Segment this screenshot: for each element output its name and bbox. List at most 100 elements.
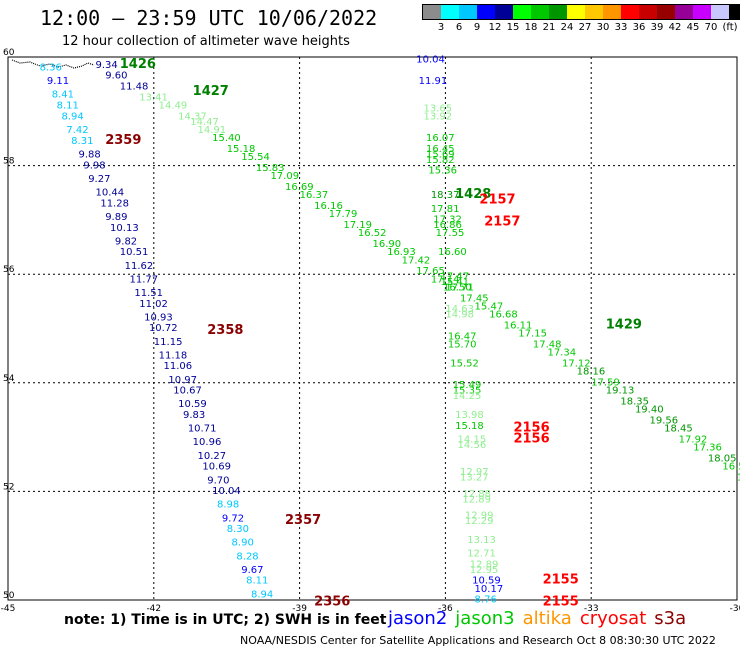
swh-value-label: 19.56 <box>650 416 679 427</box>
lat-tick-label: 52 <box>3 482 14 492</box>
swh-value-label: 9.34 <box>95 60 117 71</box>
lat-tick-label: 60 <box>3 48 15 58</box>
swh-value-label: 9.88 <box>78 149 100 160</box>
swh-value-label: 9.82 <box>115 236 137 247</box>
swh-value-label: 19.13 <box>606 386 635 397</box>
pass-time-label: 2155 <box>543 594 579 609</box>
map-subtitle: 12 hour collection of altimeter wave hei… <box>62 34 350 49</box>
satellite-legend: jason2 jason3 altika cryosat s3a <box>388 608 694 629</box>
swh-value-label: 14.91 <box>198 125 227 136</box>
lat-tick-label: 58 <box>3 157 15 167</box>
swh-value-label: 8.76 <box>475 595 497 606</box>
map-title: 12:00 – 23:59 UTC 10/06/2022 <box>40 6 378 30</box>
lon-tick-label: -39 <box>292 604 307 614</box>
swh-value-label: 15.52 <box>450 359 479 370</box>
satellite-label-jason3: jason3 <box>455 608 515 629</box>
swh-value-label: 14.56 <box>458 440 487 451</box>
swh-value-label: 17.36 <box>693 443 722 454</box>
swh-value-label: 10.51 <box>120 247 149 258</box>
swh-value-label: 9.83 <box>183 410 205 421</box>
legend-tick-label: 24 <box>560 22 574 33</box>
swh-value-label: 14.25 <box>453 391 482 402</box>
legend-swatch <box>729 5 740 19</box>
swh-value-label: 9.70 <box>207 475 229 486</box>
swh-value-label: 12.89 <box>470 559 499 570</box>
swh-value-label: 17.92 <box>679 435 708 446</box>
swh-value-label: 17.55 <box>436 228 465 239</box>
legend-tick-label: 6 <box>455 22 463 33</box>
swh-value-label: 15.83 <box>256 163 285 174</box>
swh-value-label: 10.13 <box>110 223 139 234</box>
legend-tick-label: 18 <box>524 22 538 33</box>
swh-value-label: 10.97 <box>168 375 197 386</box>
legend-swatch <box>423 5 441 19</box>
swh-value-label: 8.98 <box>217 500 239 511</box>
legend-tick-label: 15 <box>506 22 520 33</box>
swh-value-label: 10.71 <box>188 424 217 435</box>
coastline <box>11 59 95 69</box>
swh-value-label: 12.88 <box>462 489 491 500</box>
satellite-label-s3a: s3a <box>654 608 687 629</box>
pass-time-label: 2155 <box>543 573 579 588</box>
legend-swatch <box>675 5 693 19</box>
swh-value-label: 17.47 <box>441 272 470 283</box>
swh-value-label: 8.36 <box>40 63 62 74</box>
swh-value-label: 19.40 <box>635 405 664 416</box>
swh-value-label: 13.41 <box>139 92 168 103</box>
swh-value-label: 15.69 <box>426 149 455 160</box>
swh-value-label: 9.67 <box>241 565 263 576</box>
legend-swatch <box>531 5 549 19</box>
legend-tick-label: 9 <box>473 22 481 33</box>
swh-value-label: 15.70 <box>448 340 477 351</box>
swh-value-label: 8.30 <box>227 524 249 535</box>
legend-swatch <box>567 5 585 19</box>
swh-value-label: 15.18 <box>227 144 256 155</box>
swh-value-label: 10.27 <box>198 451 227 462</box>
swh-value-label: 8.31 <box>71 136 93 147</box>
swh-value-label: 15.40 <box>212 133 241 144</box>
legend-swatch <box>459 5 477 19</box>
swh-value-label: 16.37 <box>300 190 329 201</box>
swh-value-label: 11.48 <box>120 82 149 93</box>
lon-tick-label: -33 <box>584 604 599 614</box>
pass-time-label: 2156 <box>513 432 549 447</box>
swh-value-label: 11.06 <box>164 361 193 372</box>
color-scale-bar <box>422 4 740 20</box>
swh-value-label: 12.71 <box>467 549 496 560</box>
swh-value-label: 18.16 <box>577 367 606 378</box>
legend-swatch <box>585 5 603 19</box>
legend-tick-label: 12 <box>488 22 502 33</box>
swh-value-label: 9.60 <box>105 71 127 82</box>
swh-value-label: 17.32 <box>433 215 462 226</box>
swh-value-label: 12.95 <box>470 565 499 576</box>
swh-value-label: 14.37 <box>178 111 207 122</box>
swh-value-label: 8.28 <box>236 551 258 562</box>
swh-value-label: 16.16 <box>314 201 343 212</box>
swh-value-label: 11.91 <box>419 76 448 87</box>
swh-value-label: 13.27 <box>460 473 489 484</box>
swh-value-label: 13.98 <box>455 410 484 421</box>
swh-value-label: 10.44 <box>95 187 124 198</box>
swh-value-label: 8.11 <box>246 576 268 587</box>
swh-value-label: 10.04 <box>212 486 241 497</box>
swh-value-label: 17.59 <box>591 378 620 389</box>
swh-value-label: 18.37 <box>431 190 460 201</box>
legend-swatch <box>657 5 675 19</box>
legend-swatch <box>495 5 513 19</box>
swh-value-label: 17.45 <box>460 293 489 304</box>
legend-swatch <box>639 5 657 19</box>
swh-value-label: 13.92 <box>424 111 453 122</box>
swh-value-label: 15.54 <box>241 152 270 163</box>
lat-tick-label: 54 <box>3 374 15 384</box>
swh-value-label: 17.81 <box>431 204 460 215</box>
swh-value-label: 17.71 <box>445 282 474 293</box>
swh-value-label: 17.79 <box>329 209 358 220</box>
swh-value-label: 17.09 <box>270 171 299 182</box>
legend-tick-label: 27 <box>578 22 592 33</box>
swh-value-label: 10.59 <box>472 576 501 587</box>
swh-value-label: 10.72 <box>149 323 178 334</box>
swh-value-label: 11.51 <box>134 288 163 299</box>
swh-value-label: 17.14 <box>431 274 460 285</box>
swh-value-label: 11.62 <box>125 261 154 272</box>
